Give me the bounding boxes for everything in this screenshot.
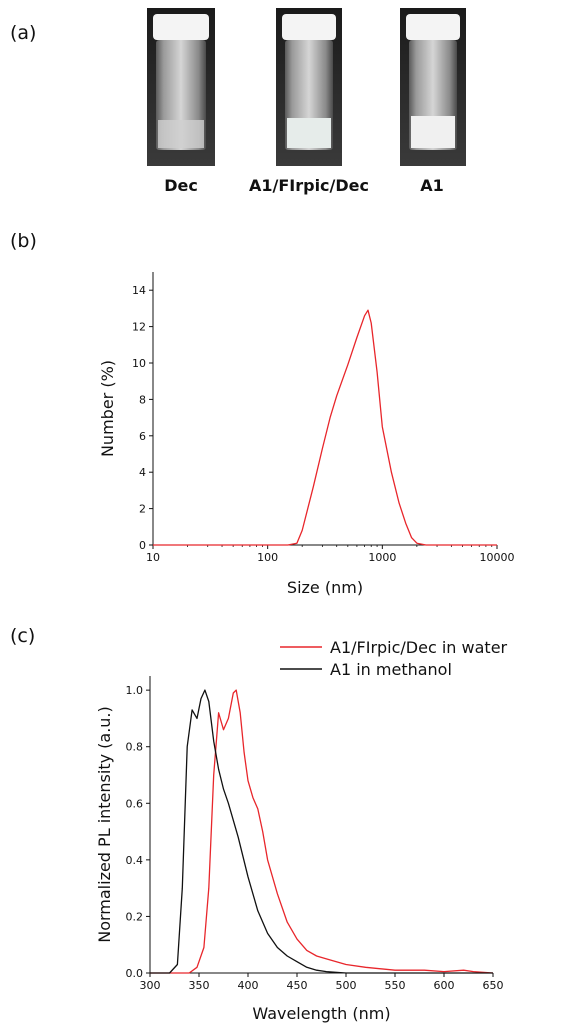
panel-c-label: (c): [10, 625, 36, 647]
panel-a-label: (a): [10, 22, 37, 44]
x-tick-label: 1000: [368, 551, 396, 564]
x-axis-title: Wavelength (nm): [252, 1004, 390, 1023]
vial-label-a1-firpic-dec: A1/FIrpic/Dec: [248, 176, 369, 195]
y-tick-label: 2: [139, 503, 146, 516]
x-tick-label: 650: [483, 979, 504, 992]
y-tick-label: 1.0: [126, 684, 144, 697]
y-tick-label: 0.8: [126, 741, 144, 754]
vial-a1: [400, 8, 466, 166]
x-tick-label: 400: [238, 979, 259, 992]
x-tick-label: 100: [257, 551, 278, 564]
x-axis-title: Size (nm): [287, 578, 363, 597]
vial-cap: [153, 14, 209, 40]
vial-liquid: [411, 116, 455, 148]
y-tick-label: 0: [139, 539, 146, 552]
legend-label: A1/FIrpic/Dec in water: [330, 638, 508, 657]
x-tick-label: 550: [385, 979, 406, 992]
series-line-0: [153, 309, 497, 546]
y-tick-label: 0.2: [126, 910, 144, 923]
vial-dec: [147, 8, 215, 166]
y-tick-label: 14: [132, 284, 146, 297]
vial-cap: [406, 14, 460, 40]
y-tick-label: 0.6: [126, 797, 144, 810]
x-tick-label: 300: [140, 979, 161, 992]
x-tick-label: 350: [189, 979, 210, 992]
x-tick-label: 10: [146, 551, 160, 564]
x-tick-label: 500: [336, 979, 357, 992]
x-tick-label: 600: [434, 979, 455, 992]
vial-cap: [282, 14, 336, 40]
y-tick-label: 0.4: [126, 854, 144, 867]
y-axis-title: Normalized PL intensity (a.u.): [95, 706, 114, 943]
y-axis-title: Number (%): [98, 360, 117, 457]
vial-a1-firpic-dec: [276, 8, 342, 166]
x-tick-label: 450: [287, 979, 308, 992]
vial-label-a1: A1: [420, 176, 444, 195]
vial-label-dec: Dec: [164, 176, 198, 195]
panel-b-label: (b): [10, 230, 37, 252]
y-tick-label: 10: [132, 357, 146, 370]
vial-liquid: [287, 118, 331, 148]
y-tick-label: 0.0: [126, 967, 144, 980]
y-tick-label: 12: [132, 321, 146, 334]
y-tick-label: 6: [139, 430, 146, 443]
series-line-0: [150, 689, 494, 974]
y-tick-label: 8: [139, 393, 146, 406]
vial-photos: [147, 8, 466, 166]
y-tick-label: 4: [139, 466, 146, 479]
x-tick-label: 10000: [480, 551, 515, 564]
vial-liquid: [158, 120, 204, 148]
series-line-1: [150, 689, 493, 974]
legend-label: A1 in methanol: [330, 660, 452, 679]
